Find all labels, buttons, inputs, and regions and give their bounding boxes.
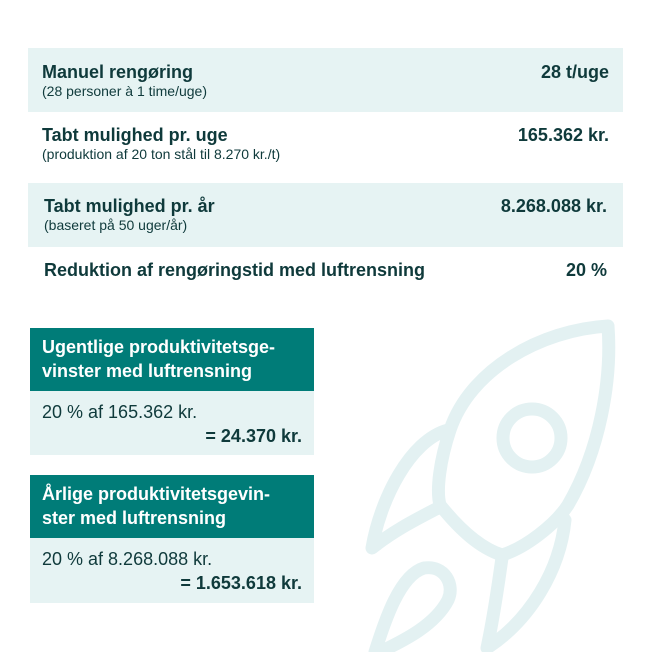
box-result: = 24.370 kr. [205,426,302,446]
box-title: Årlige produktivitetsgevin- ster med luf… [30,475,314,538]
box-body: 20 % af 165.362 kr. = 24.370 kr. [30,391,314,455]
row-sub: (produktion af 20 ton stål til 8.270 kr.… [42,146,281,162]
box-title: Ugentlige produktivitetsge- vinster med … [30,328,314,391]
row-sub: (baseret på 50 uger/år) [44,217,188,233]
weekly-gains-box: Ugentlige produktivitetsge- vinster med … [30,328,314,455]
box-title-line: ster med luftrensning [42,508,227,528]
row-reduction: Reduktion af rengøringstid med luftrensn… [28,247,623,295]
box-title-line: Ugentlige produktivitetsge- [42,337,276,357]
box-title-line: Årlige produktivitetsgevin- [42,484,271,504]
row-value: 165.362 kr. [517,125,609,145]
row-label: Tabt mulighed pr. år [44,196,215,216]
box-calc: 20 % af 165.362 kr. [42,402,198,422]
row-lost-week: Tabt mulighed pr. uge (produktion af 20 … [28,112,623,183]
box-result: = 1.653.618 kr. [180,573,302,593]
box-title-line: vinster med luftrensning [42,361,253,381]
row-lost-year: Tabt mulighed pr. år (baseret på 50 uger… [28,183,623,247]
row-value: 28 t/uge [540,62,609,82]
box-body: 20 % af 8.268.088 kr. = 1.653.618 kr. [30,538,314,603]
yearly-gains-box: Årlige produktivitetsgevin- ster med luf… [30,475,314,603]
box-calc: 20 % af 8.268.088 kr. [42,549,213,569]
row-value: 8.268.088 kr. [500,196,607,216]
row-label: Reduktion af rengøringstid med luftrensn… [44,260,426,280]
row-label: Tabt mulighed pr. uge [42,125,228,145]
row-label: Manuel rengøring [42,62,194,82]
row-sub: (28 personer à 1 time/uge) [42,83,207,99]
row-manual-cleaning: Manuel rengøring (28 personer à 1 time/u… [28,48,623,112]
row-value: 20 % [565,260,607,280]
